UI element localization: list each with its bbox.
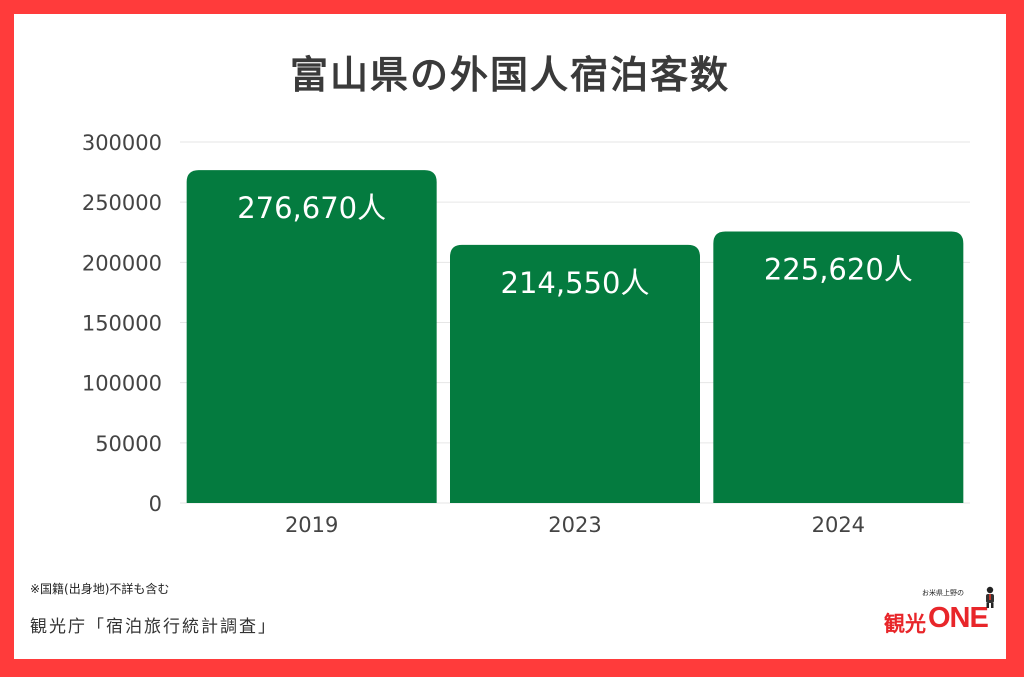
person-icon: [986, 586, 994, 608]
logo-kanji: 観光: [884, 612, 926, 636]
y-tick-label: 50000: [95, 432, 162, 456]
x-axis-ticks: 2019 2023 2024: [285, 513, 865, 537]
logo-small-text: お米県上野の: [922, 589, 964, 597]
brand-logo: お米県上野の 観光 ONE: [872, 586, 1002, 646]
footnote: ※国籍(出身地)不詳も含む: [30, 582, 170, 596]
y-axis-ticks: 0 50000 100000 150000 200000 250000 300000: [82, 131, 162, 516]
y-tick-label: 150000: [82, 312, 162, 336]
data-label: 214,550人: [501, 266, 650, 300]
x-tick-label: 2023: [548, 513, 601, 537]
bar-chart: 0 50000 100000 150000 200000 250000 300000 276…: [82, 131, 970, 537]
bar-2024: [713, 231, 964, 503]
y-tick-label: 300000: [82, 131, 162, 155]
bar-2019: [186, 170, 437, 503]
bar-2023: [450, 244, 700, 503]
chart-title: 富山県の外国人宿泊客数: [289, 53, 730, 97]
bars: 276,670人 214,550人 225,620人: [186, 170, 964, 503]
x-tick-label: 2019: [285, 513, 338, 537]
chart-frame: 富山県の外国人宿泊客数 0 50000 100000 150000 200000 2500…: [14, 14, 1006, 659]
source-text: 観光庁「宿泊旅行統計調査」: [30, 617, 277, 637]
data-label: 225,620人: [764, 253, 913, 287]
y-tick-label: 200000: [82, 251, 162, 275]
logo-brand: ONE: [928, 602, 989, 634]
data-label: 276,670人: [237, 191, 386, 225]
y-tick-label: 0: [149, 492, 162, 516]
y-tick-label: 250000: [82, 191, 162, 215]
y-tick-label: 100000: [82, 372, 162, 396]
x-tick-label: 2024: [812, 513, 865, 537]
